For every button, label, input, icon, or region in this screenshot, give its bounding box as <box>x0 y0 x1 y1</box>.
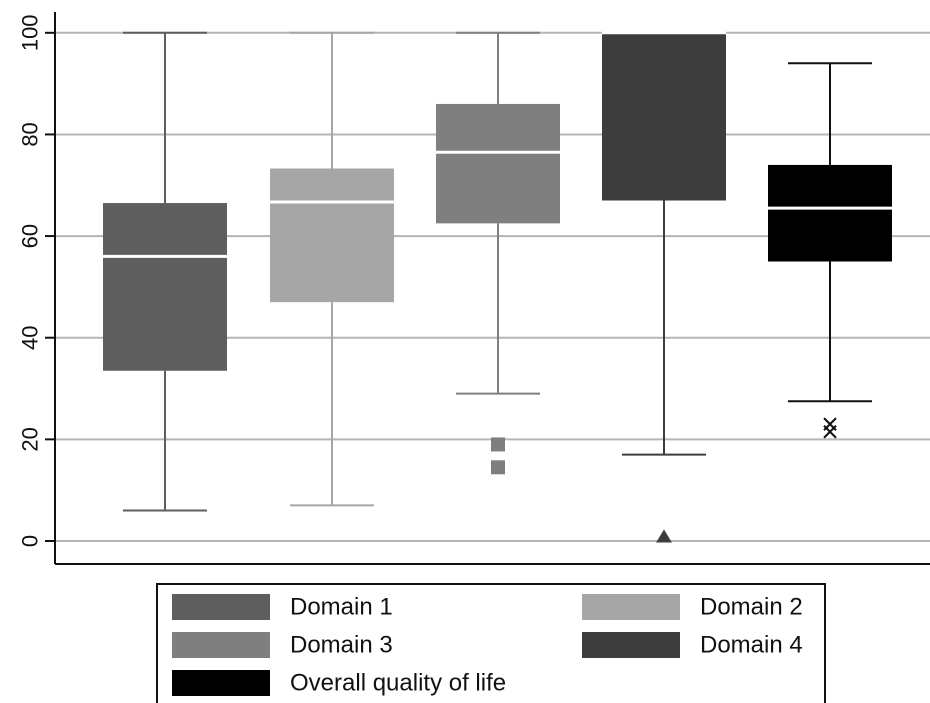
legend-item-3: Domain 3 <box>172 632 393 659</box>
box-4 <box>602 31 726 543</box>
legend: Domain 1 Domain 2 Domain 3 Domain 4 Overall … <box>156 583 826 703</box>
interquartile-box <box>270 168 394 303</box>
legend-label: Domain 1 <box>290 594 393 621</box>
y-axis: 0 20 40 60 80 100 <box>18 14 55 547</box>
legend-label: Overall quality of life <box>290 670 506 697</box>
box-3 <box>436 31 560 475</box>
interquartile-box <box>103 203 227 371</box>
box-1 <box>103 31 227 512</box>
legend-item-2: Domain 2 <box>582 594 803 621</box>
legend-label: Domain 3 <box>290 632 393 659</box>
y-tick-label-60: 60 <box>18 224 43 248</box>
box-2 <box>270 31 394 507</box>
y-tick-label-80: 80 <box>18 122 43 146</box>
y-tick-label-100: 100 <box>18 14 43 51</box>
interquartile-box <box>602 32 726 201</box>
y-tick-label-0: 0 <box>18 535 43 547</box>
y-tick-label-40: 40 <box>18 325 43 349</box>
box-series <box>103 31 892 543</box>
outlier-x-1 <box>823 425 837 439</box>
outlier-square-0 <box>491 437 505 452</box>
interquartile-box <box>436 103 560 224</box>
legend-item-4: Domain 4 <box>582 632 803 659</box>
legend-label: Domain 2 <box>700 594 803 621</box>
legend-swatch <box>582 632 680 658</box>
legend-item-5: Overall quality of life <box>172 670 506 697</box>
outlier-square-1 <box>491 460 505 475</box>
y-tick-label-20: 20 <box>18 427 43 451</box>
outlier-triangle-0 <box>656 529 672 543</box>
interquartile-box <box>768 164 892 262</box>
legend-swatch <box>582 594 680 620</box>
legend-label: Domain 4 <box>700 632 803 659</box>
legend-item-1: Domain 1 <box>172 594 393 621</box>
legend-swatch <box>172 594 270 620</box>
legend-swatch <box>172 632 270 658</box>
legend-swatch <box>172 670 270 696</box>
box-5 <box>768 62 892 439</box>
